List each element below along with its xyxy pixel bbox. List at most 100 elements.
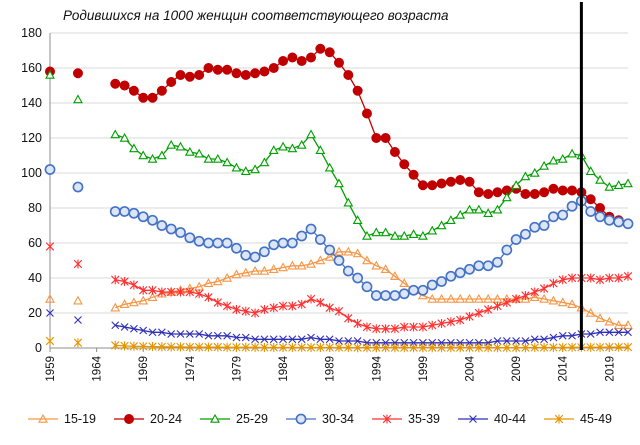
series-30-34-point [389, 290, 401, 301]
series-45-49-point [278, 342, 288, 353]
series-20-24-point [473, 187, 484, 198]
series-45-49-line [115, 344, 628, 349]
legend-label: 45-49 [580, 412, 612, 426]
series-20-24-point [156, 85, 167, 96]
series-20-24-point [343, 70, 354, 81]
series-30-34-point [594, 211, 606, 223]
series-35-39-point [521, 290, 530, 301]
series-20-24-point [194, 70, 205, 81]
series-40-44-point [586, 330, 595, 338]
series-40-44-line [115, 324, 628, 344]
series-25-29-point [278, 141, 288, 151]
series-35-39-point [167, 287, 176, 297]
series-25-29-point [156, 150, 167, 160]
series-15-19-point [334, 246, 344, 256]
series-30-34-point [259, 246, 270, 258]
series-35-39-point [390, 324, 400, 334]
series-45-49-point [502, 343, 511, 353]
series-35-39-point [493, 301, 502, 311]
series-30-34-point [175, 227, 186, 238]
series-15-19-point [483, 293, 494, 303]
series-45-49-point [260, 342, 269, 353]
series-20-24-point [585, 194, 596, 205]
series-25-29-point [138, 150, 149, 160]
series-30-34-point [454, 267, 466, 279]
series-30-34-point [137, 211, 149, 223]
series-20-24-point [212, 64, 223, 75]
series-15-19-point [268, 264, 279, 274]
series-45-49-point [316, 342, 325, 353]
series-45-49-point [111, 340, 120, 350]
series-25-29-point [557, 153, 568, 163]
series-40-44-point [325, 335, 334, 344]
series-30-34-point [324, 244, 336, 256]
y-tick-labels: 0 20 40 60 80 100 120 140 160 180 [21, 26, 42, 355]
series-20-24-point [278, 56, 289, 67]
y-tick-label: 120 [21, 131, 42, 145]
series-25-29-point [259, 157, 270, 167]
series-15-19-point [119, 299, 130, 309]
series-45-49-point [493, 343, 502, 353]
series-25-29-point [240, 166, 251, 175]
series-25-29-point [408, 229, 419, 238]
x-tick-label: 2009 [511, 356, 523, 382]
series-lines [44, 43, 634, 353]
x-tick-label: 1979 [231, 356, 243, 382]
series-45-49-point [213, 342, 222, 352]
series-25-29-point [436, 220, 447, 230]
legend-label: 15-19 [64, 412, 96, 426]
series-20-24-point [548, 183, 559, 194]
series-15-19-point [138, 295, 149, 305]
series-30-34-point [44, 164, 56, 175]
series-35-39-point [549, 278, 558, 288]
series-45-49-point [362, 343, 372, 353]
series-20-24-point [138, 92, 149, 103]
series-30-34-point [333, 255, 345, 266]
series-35-39-point [269, 303, 278, 313]
series-30-34-point [249, 251, 261, 263]
series-40-44-point [157, 328, 166, 337]
series-45-49-point [250, 342, 260, 352]
series-20-24-point [492, 187, 503, 198]
y-tick-label: 0 [35, 341, 42, 355]
series-40-44-point [195, 330, 204, 338]
series-40-44-point [167, 330, 176, 338]
series-15-19-point [222, 272, 233, 282]
series-45-49-point [353, 343, 362, 353]
series-35-39-point [194, 289, 204, 299]
series-35-39-point [148, 285, 157, 295]
series-40-44-point [502, 337, 511, 345]
series-40-44-point [353, 337, 362, 345]
series-30-34-point [464, 263, 475, 275]
series-35-39-point [334, 306, 344, 316]
series-20-24-point [240, 70, 251, 81]
series-35-39-point [250, 308, 260, 318]
series-15-19-point [520, 293, 531, 303]
series-30-34-point [165, 223, 177, 235]
series-15-19-point [371, 260, 382, 270]
series-20-24-point [361, 108, 372, 119]
series-45-49-point [176, 342, 185, 352]
series-20-24-point [203, 63, 214, 74]
series-25-29-point [390, 230, 400, 240]
series-45-49 [45, 336, 633, 353]
series-45-49-point [325, 342, 334, 353]
series-40-44-point [279, 335, 287, 344]
series-35-39-point [260, 304, 269, 315]
series-35-39-point [483, 304, 493, 315]
series-30-34-point [557, 209, 569, 221]
legend-swatch-icon [458, 415, 488, 423]
series-35-39-point [456, 315, 465, 325]
chart-title: Родившихся на 1000 женщин соответствующе… [63, 8, 449, 23]
series-25-29-point [166, 139, 177, 149]
y-tick-label: 40 [28, 271, 42, 285]
grid-lines [50, 32, 628, 314]
series-30-34-point [286, 237, 298, 249]
series-20-24-point [306, 52, 317, 63]
x-tick-label: 2014 [558, 355, 570, 381]
series-45-49-point [204, 342, 213, 352]
series-20-24-point [315, 43, 326, 54]
series-40-44-point [111, 321, 120, 330]
series-25-29-point [548, 155, 559, 165]
legend-label: 35-39 [408, 412, 440, 426]
